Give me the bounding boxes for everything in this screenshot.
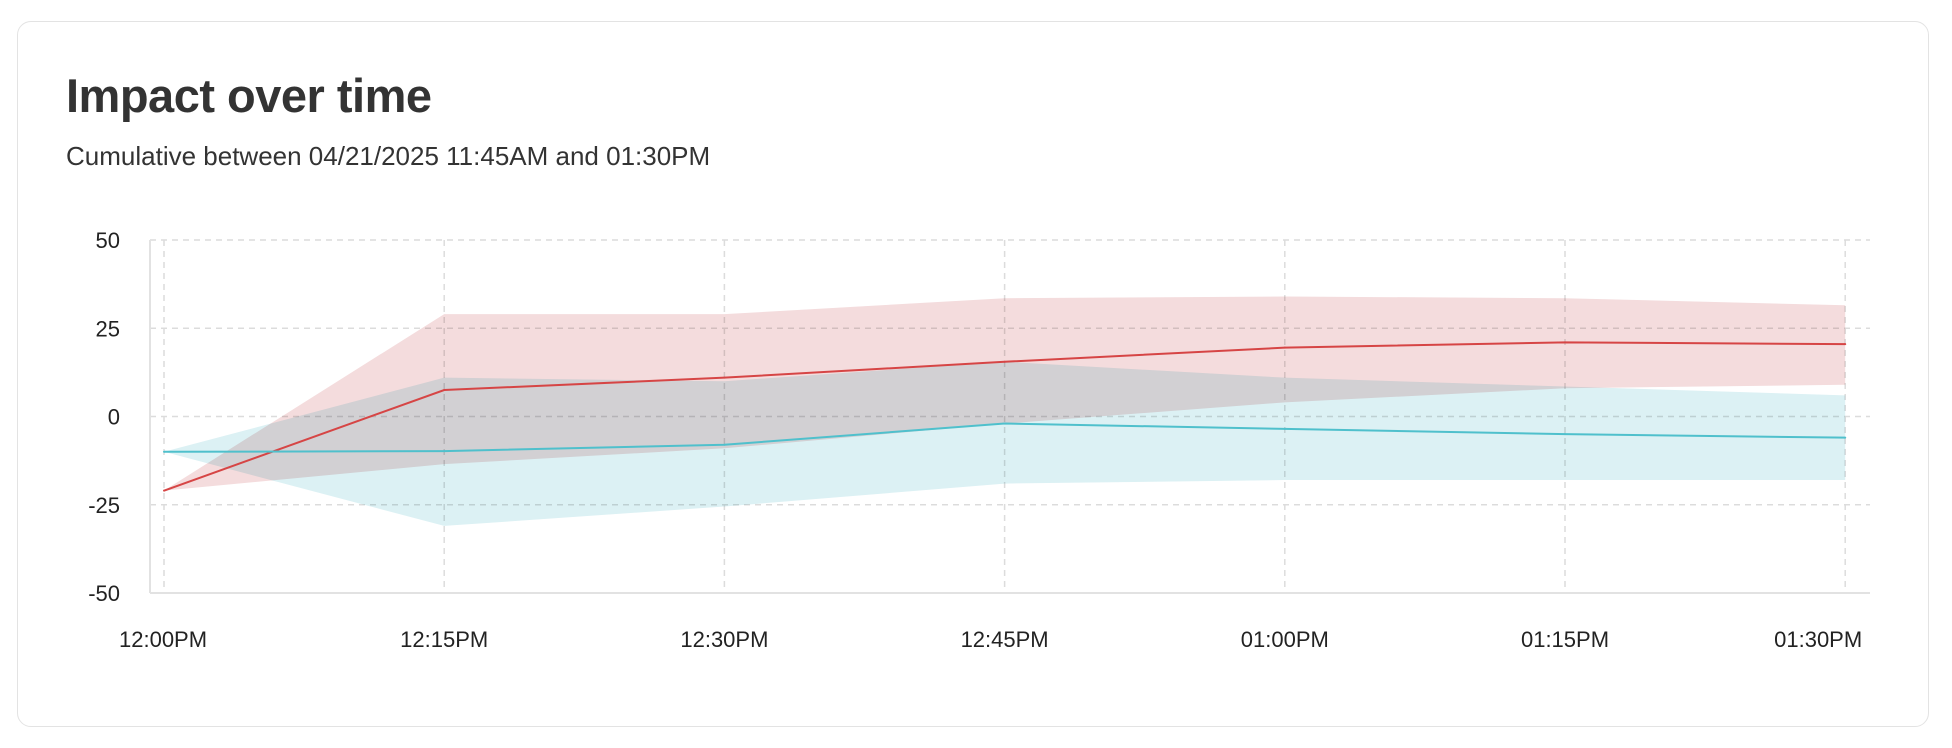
data-point-series-1	[1003, 360, 1006, 363]
data-point-series-1	[1564, 341, 1566, 344]
data-point-series-1	[723, 376, 726, 379]
y-tick-label: 50	[96, 228, 120, 253]
y-tick-label: -50	[88, 581, 120, 606]
x-tick-label: 12:15PM	[400, 627, 488, 652]
x-tick-label: 01:15PM	[1521, 627, 1609, 652]
data-point-series-2	[1844, 436, 1847, 439]
data-point-series-2	[163, 450, 165, 453]
x-tick-label: 01:00PM	[1241, 627, 1329, 652]
data-point-series-2	[1564, 433, 1566, 436]
x-tick-label: 12:00PM	[119, 627, 207, 652]
x-tick-label: 12:30PM	[680, 627, 768, 652]
data-point-series-1	[443, 389, 446, 392]
confidence-band-series-2	[164, 361, 1846, 526]
chart-card	[17, 21, 1929, 727]
data-point-series-2	[443, 450, 446, 453]
data-point-series-1	[1283, 346, 1286, 349]
x-tick-label: 01:30PM	[1774, 627, 1862, 652]
data-point-series-2	[723, 443, 726, 446]
chart-subtitle: Cumulative between 04/21/2025 11:45AM an…	[66, 141, 711, 171]
data-point-series-1	[163, 489, 165, 492]
chart-title: Impact over time	[66, 69, 432, 122]
data-point-series-2	[1283, 427, 1286, 430]
data-point-series-2	[1003, 422, 1006, 425]
x-tick-label: 12:45PM	[961, 627, 1049, 652]
y-tick-label: 0	[108, 405, 120, 430]
y-tick-label: 25	[96, 316, 120, 341]
y-tick-label: -25	[88, 493, 120, 518]
data-point-series-1	[1844, 343, 1847, 346]
